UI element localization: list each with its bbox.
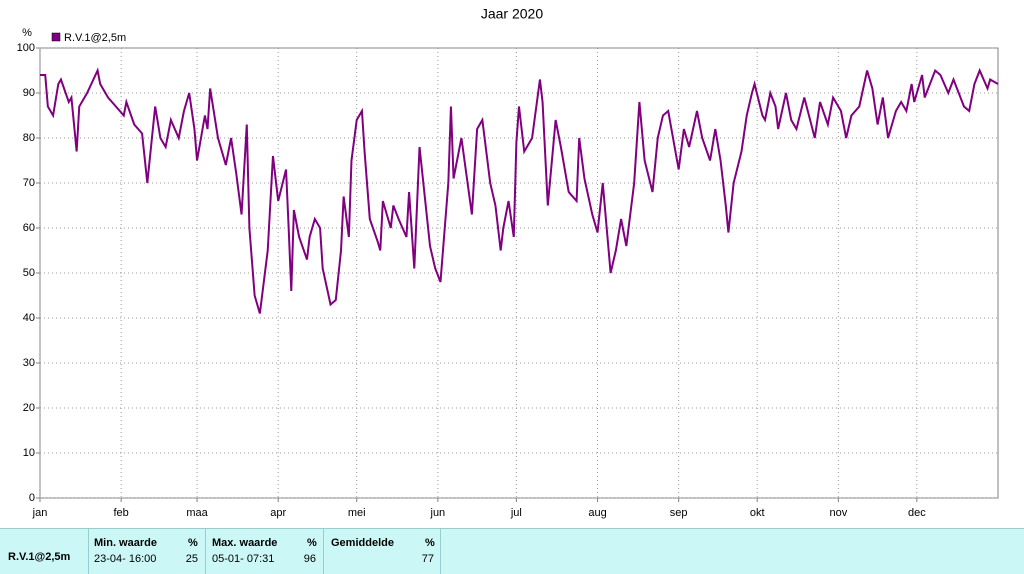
time: 23-04- 16:00 [94, 553, 157, 565]
line-series [40, 67, 999, 314]
unit: % [188, 537, 198, 549]
separator [323, 529, 324, 574]
separator [440, 529, 441, 574]
y-tick-label: 40 [23, 312, 35, 324]
chart: Jaar 2020 % R.V.1@2,5m 0 10 20 30 40 50 60 70 80… [17, 6, 999, 519]
x-tick-label: jul [510, 507, 522, 519]
x-tick-label: maa [186, 507, 208, 519]
y-tick-label: 90 [23, 87, 35, 99]
y-tick-label: 80 [23, 132, 35, 144]
unit: % [425, 537, 435, 549]
y-axis-label: % [22, 27, 32, 39]
x-tick-label: feb [113, 507, 128, 519]
x-tick-label: dec [908, 507, 926, 519]
separator [88, 529, 89, 574]
column-header: Min. waarde [94, 537, 157, 549]
y-tick-label: 100 [17, 42, 35, 54]
x-tick-label: nov [829, 507, 847, 519]
chart-title: Jaar 2020 [481, 6, 543, 22]
column-header: Max. waarde [212, 537, 278, 549]
y-tick-label: 60 [23, 222, 35, 234]
x-tick-label: okt [750, 507, 765, 519]
separator [205, 529, 206, 574]
x-tick-label: jun [430, 507, 446, 519]
summary-table: R.V.1@2,5m Min. waarde % 23-04- 16:00 25… [0, 528, 1024, 574]
column-header: Gemiddelde [331, 537, 394, 549]
value: 77 [421, 553, 434, 565]
y-tick-label: 70 [23, 177, 35, 189]
y-tick-label: 50 [23, 267, 35, 279]
value: 96 [303, 553, 316, 565]
x-tick-label: mei [348, 507, 366, 519]
y-tick-label: 10 [23, 447, 35, 459]
x-tick-label: apr [270, 507, 286, 519]
series-name: R.V.1@2,5m [8, 551, 71, 563]
legend-label: R.V.1@2,5m [64, 32, 126, 44]
x-tick-label: aug [588, 507, 606, 519]
value: 25 [185, 553, 198, 565]
unit: % [307, 537, 317, 549]
x-tick-label: sep [670, 507, 688, 519]
x-tick-label: jan [32, 507, 48, 519]
legend-swatch [51, 32, 61, 42]
time: 05-01- 07:31 [212, 553, 275, 565]
y-tick-label: 30 [23, 357, 35, 369]
y-tick-label: 20 [23, 402, 35, 414]
y-tick-label: 0 [29, 492, 35, 504]
